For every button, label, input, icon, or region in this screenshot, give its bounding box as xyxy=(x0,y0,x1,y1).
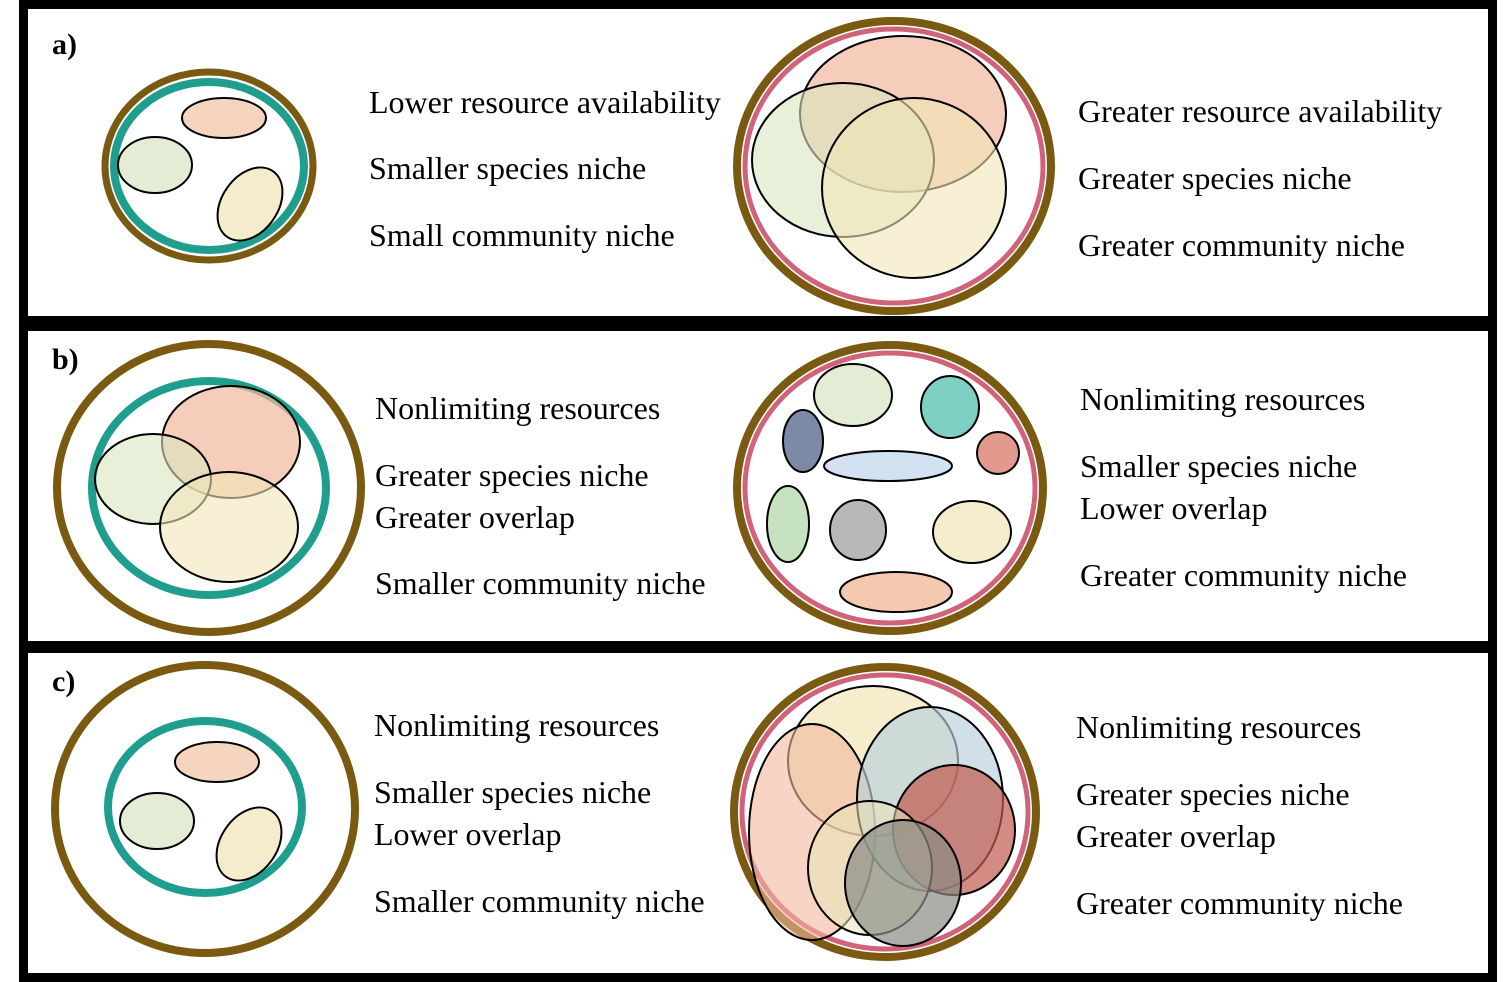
community-niche xyxy=(742,350,1038,626)
species-niche xyxy=(119,792,195,850)
species-niche xyxy=(159,471,299,583)
panel-b-right-text-1: Nonlimiting resources xyxy=(1080,381,1366,417)
species-niche xyxy=(829,499,887,561)
species-niche xyxy=(976,431,1020,475)
panel-c-right-text-3: Greater overlap xyxy=(1076,818,1276,854)
panel-c-left-text-2: Smaller species niche xyxy=(374,774,652,810)
resource-boundary xyxy=(730,663,1040,961)
panel-b-right-system xyxy=(733,341,1047,635)
panel-a-right-text-3: Greater community niche xyxy=(1078,227,1405,263)
panel-a-left-text-3: Small community niche xyxy=(369,217,675,253)
species-niche xyxy=(216,166,284,242)
resource-boundary xyxy=(51,661,359,957)
panel-a-right-text-2: Greater species niche xyxy=(1078,160,1352,196)
species-niche xyxy=(844,819,962,947)
panel-c: c) Nonlimiting resources Smaller species… xyxy=(19,647,1497,982)
panel-a-left-text-1: Lower resource availability xyxy=(369,84,721,120)
species-niche xyxy=(766,485,810,563)
panel-c-left-system xyxy=(51,661,359,957)
species-niche xyxy=(839,571,953,613)
community-niche xyxy=(742,26,1046,306)
panel-b-right-text-4: Greater community niche xyxy=(1080,557,1407,593)
resource-boundary xyxy=(53,340,365,636)
panel-a-diagram xyxy=(101,17,1055,315)
panel-c-diagram xyxy=(51,661,1040,961)
species-niche xyxy=(117,136,193,194)
panel-b-right-text-2: Smaller species niche xyxy=(1080,448,1358,484)
species-niche xyxy=(932,500,1012,564)
community-niche xyxy=(104,717,306,897)
resource-boundary xyxy=(733,341,1047,635)
panel-c-left-text-1: Nonlimiting resources xyxy=(374,707,660,743)
community-niche xyxy=(88,377,330,599)
panel-c-right-system xyxy=(730,663,1040,961)
species-niche xyxy=(215,806,283,882)
panel-b: b) Nonlimiting resources Greater species… xyxy=(19,325,1497,647)
panel-c-label: c) xyxy=(52,665,76,698)
species-niche xyxy=(920,375,980,439)
species-niche xyxy=(181,97,267,139)
panel-b-left-text-3: Greater overlap xyxy=(375,499,575,535)
panel-c-right-text-2: Greater species niche xyxy=(1076,776,1350,812)
species-niche xyxy=(821,97,1007,279)
panel-a-label: a) xyxy=(52,28,77,61)
panel-a: a) Lower resource availability Smaller s… xyxy=(19,0,1497,325)
community-niche xyxy=(739,672,1031,952)
panel-b-label: b) xyxy=(52,343,79,376)
panel-c-right-text-4: Greater community niche xyxy=(1076,885,1403,921)
resource-boundary xyxy=(101,68,317,264)
panel-b-left-text-4: Smaller community niche xyxy=(375,565,706,601)
panel-a-right-text-1: Greater resource availability xyxy=(1078,93,1443,129)
panel-b-right-text-3: Lower overlap xyxy=(1080,490,1268,526)
panel-a-right-system xyxy=(733,17,1055,315)
panel-c-right-text-1: Nonlimiting resources xyxy=(1076,709,1362,745)
panel-a-left-system xyxy=(101,68,317,264)
panel-c-left-text-3: Lower overlap xyxy=(374,816,562,852)
panel-a-left-text-2: Smaller species niche xyxy=(369,150,647,186)
panel-b-left-text-2: Greater species niche xyxy=(375,457,649,493)
panel-b-left-system xyxy=(53,340,365,636)
species-niche xyxy=(782,409,824,473)
resource-boundary xyxy=(733,17,1055,315)
panel-c-left-text-4: Smaller community niche xyxy=(374,883,705,919)
species-niche xyxy=(813,363,893,427)
community-niche xyxy=(110,78,308,254)
species-niche xyxy=(823,450,953,482)
panel-b-diagram xyxy=(53,340,1047,636)
species-niche xyxy=(174,741,260,783)
panel-b-left-text-1: Nonlimiting resources xyxy=(375,390,661,426)
